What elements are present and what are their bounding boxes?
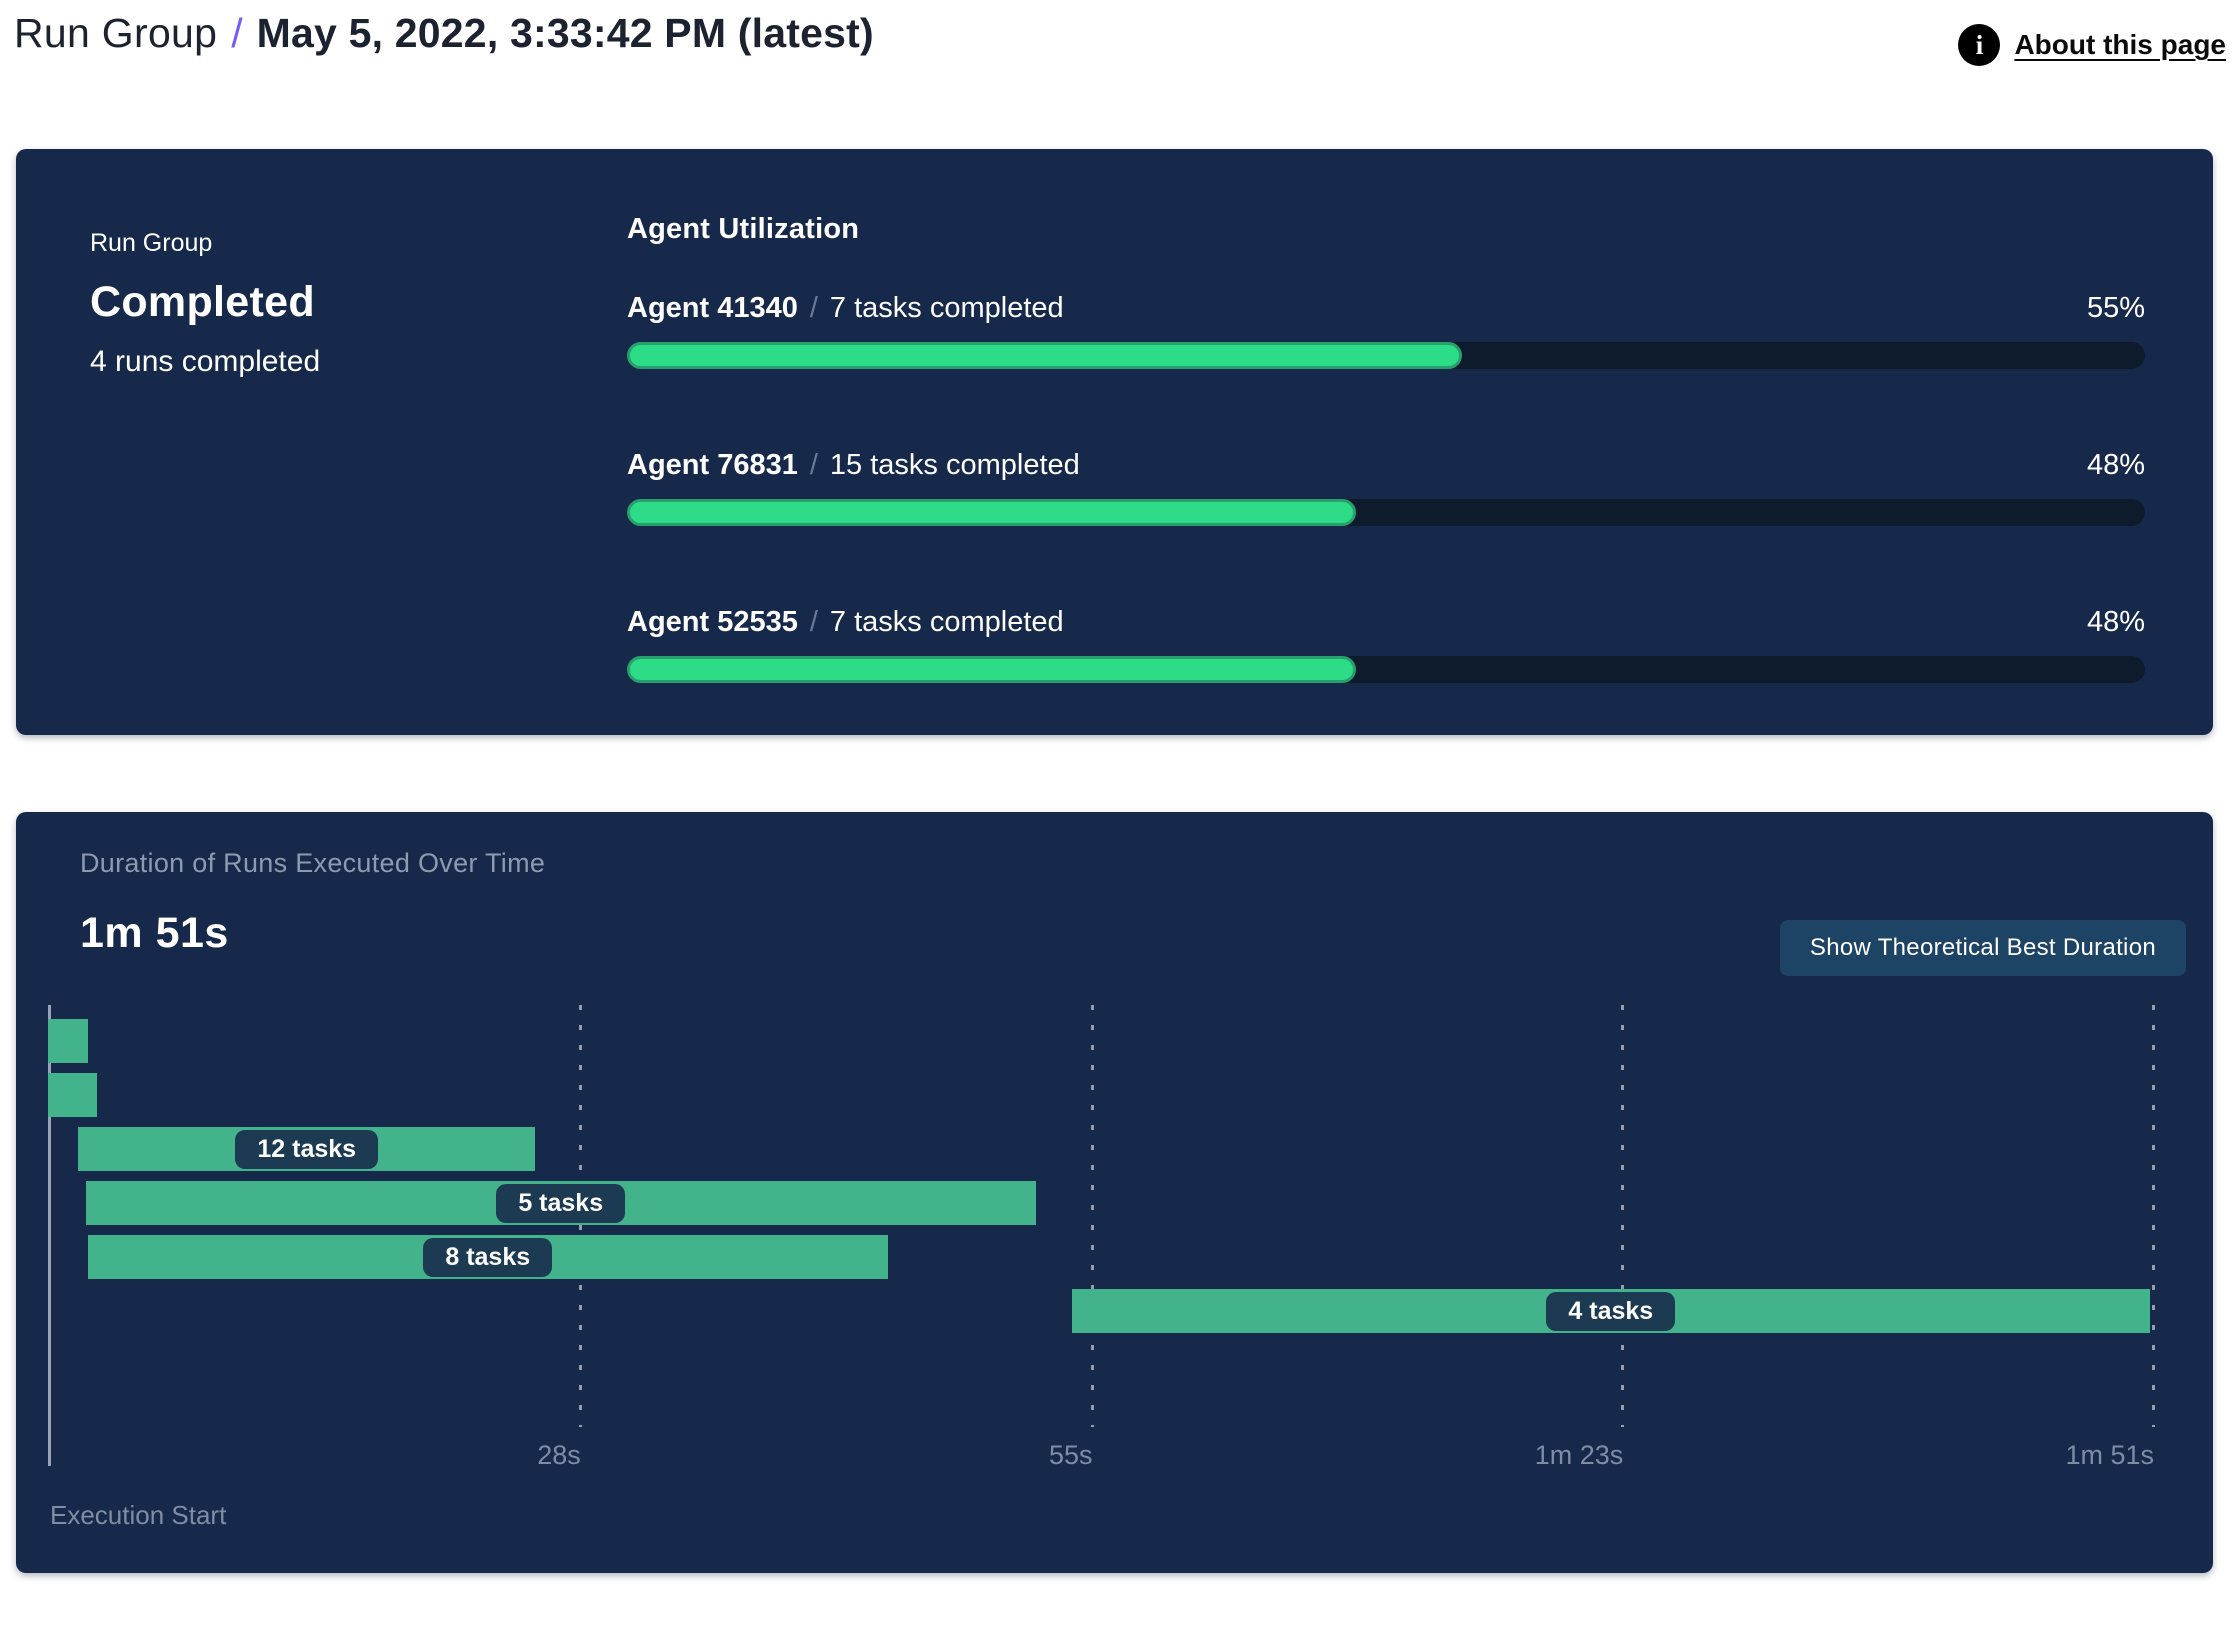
agent-separator: /	[809, 292, 818, 324]
gantt-run-bar[interactable]	[48, 1073, 98, 1117]
runs-completed-count: 4 runs completed	[90, 345, 321, 378]
breadcrumb-separator: /	[231, 10, 243, 56]
about-link-label: About this page	[2014, 29, 2226, 60]
gantt-run-bar[interactable]: 4 tasks	[1071, 1289, 2151, 1333]
gantt-bar-task-count-label: 12 tasks	[235, 1129, 379, 1169]
agent-progress-fill	[627, 342, 1462, 369]
gantt-run-bar[interactable]: 5 tasks	[85, 1181, 1036, 1225]
gantt-bar-task-count-label: 5 tasks	[496, 1183, 626, 1223]
agent-separator: /	[809, 449, 818, 481]
execution-start-axis-line	[48, 1005, 51, 1466]
gantt-run-bar[interactable]: 8 tasks	[87, 1235, 888, 1279]
agent-utilization-percent: 48%	[2086, 449, 2145, 481]
duration-chart-panel: Duration of Runs Executed Over Time 1m 5…	[16, 812, 2213, 1573]
gantt-gridline	[1621, 1005, 1625, 1427]
agent-progress-fill	[627, 656, 1356, 683]
gantt-axis-tick-label: 28s	[537, 1440, 581, 1470]
agent-progress-track	[627, 656, 2145, 683]
agent-name: Agent 76831	[627, 449, 798, 481]
agent-tasks-completed: 7 tasks completed	[829, 292, 1064, 324]
gantt-run-bar[interactable]: 12 tasks	[78, 1127, 536, 1171]
page-title: May 5, 2022, 3:33:42 PM (latest)	[256, 10, 874, 56]
agent-separator: /	[809, 606, 818, 638]
run-group-status-block: Run Group Completed 4 runs completed	[16, 149, 627, 735]
gantt-gridline	[1090, 1005, 1094, 1427]
breadcrumb: Run Group / May 5, 2022, 3:33:42 PM (lat…	[14, 10, 2226, 57]
gantt-axis-tick-label: 1m 51s	[2065, 1440, 2154, 1470]
duration-gantt-chart: Execution Start 28s 55s 1m 23s 1m 51s 12 tas…	[48, 1005, 2188, 1545]
agent-utilization-rows: Agent 41340 / 7 tasks completed 55% Agen…	[627, 290, 2145, 683]
agent-utilization-row: Agent 41340 / 7 tasks completed 55%	[627, 290, 2145, 369]
gantt-bar-task-count-label: 8 tasks	[423, 1237, 553, 1277]
run-group-status: Completed	[90, 278, 315, 326]
agent-progress-track	[627, 342, 2145, 369]
gantt-gridline	[2152, 1005, 2155, 1427]
total-duration-value: 1m 51s	[80, 909, 229, 957]
page-header: Run Group / May 5, 2022, 3:33:42 PM (lat…	[14, 10, 2226, 90]
show-theoretical-best-duration-button[interactable]: Show Theoretical Best Duration	[1779, 920, 2186, 976]
breadcrumb-run-group[interactable]: Run Group	[14, 10, 218, 56]
agent-utilization-percent: 55%	[2086, 292, 2145, 324]
execution-start-label: Execution Start	[50, 1500, 227, 1530]
gantt-axis-tick-label: 55s	[1048, 1440, 1093, 1470]
duration-chart-title: Duration of Runs Executed Over Time	[80, 848, 546, 878]
agent-utilization-section: Agent Utilization Agent 41340 / 7 tasks …	[627, 149, 2213, 735]
about-this-page-link[interactable]: i About this page	[1958, 24, 2226, 66]
run-group-summary-panel: Run Group Completed 4 runs completed Age…	[16, 149, 2213, 735]
agent-utilization-percent: 48%	[2086, 606, 2145, 638]
agent-name: Agent 41340	[627, 292, 798, 324]
info-icon: i	[1958, 24, 2001, 66]
gantt-run-bar[interactable]	[48, 1019, 88, 1063]
agent-name: Agent 52535	[627, 606, 798, 638]
agent-tasks-completed: 15 tasks completed	[829, 449, 1080, 481]
agent-progress-fill	[627, 499, 1356, 526]
agent-tasks-completed: 7 tasks completed	[829, 606, 1064, 638]
agent-utilization-title: Agent Utilization	[627, 213, 860, 245]
run-group-label: Run Group	[90, 229, 213, 257]
agent-utilization-row: Agent 52535 / 7 tasks completed 48%	[627, 604, 2145, 683]
gantt-axis-tick-label: 1m 23s	[1534, 1440, 1624, 1470]
agent-progress-track	[627, 499, 2145, 526]
agent-utilization-row: Agent 76831 / 15 tasks completed 48%	[627, 447, 2145, 526]
gantt-bar-task-count-label: 4 tasks	[1546, 1291, 1676, 1331]
